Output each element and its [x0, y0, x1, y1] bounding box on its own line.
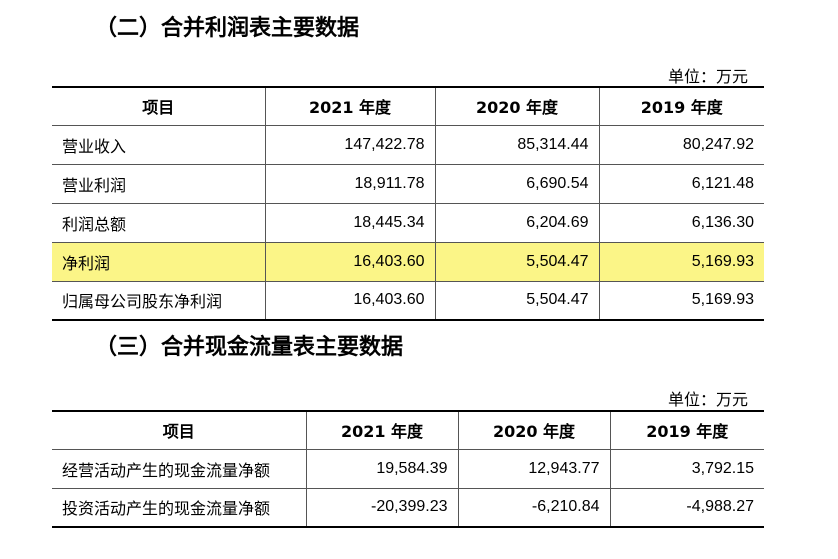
- cell-2019: 3,792.15: [609, 449, 764, 489]
- table-row: 经营活动产生的现金流量净额 19,584.39 12,943.77 3,792.…: [52, 449, 764, 489]
- table-row: 营业收入 147,422.78 85,314.44 80,247.92: [52, 125, 764, 165]
- column-header-2020: 2020 年度: [434, 86, 599, 126]
- row-label: 营业利润: [52, 164, 265, 204]
- cell-2019: 80,247.92: [598, 125, 764, 165]
- cell-2020: -6,210.84: [457, 488, 610, 528]
- cell-2019: 5,169.93: [598, 281, 764, 321]
- cell-2021: 18,911.78: [264, 164, 435, 204]
- row-label: 净利润: [52, 242, 265, 282]
- cashflow-statement-table: 项目 2021 年度 2020 年度 2019 年度 经营活动产生的现金流量净额…: [52, 410, 764, 528]
- income-statement-heading: （二）合并利润表主要数据: [95, 16, 360, 41]
- cell-2021: 16,403.60: [264, 242, 435, 282]
- table-header-row: 项目 2021 年度 2020 年度 2019 年度: [52, 86, 764, 126]
- cell-2021: 19,584.39: [305, 449, 458, 489]
- row-label: 投资活动产生的现金流量净额: [52, 488, 306, 528]
- column-header-2021: 2021 年度: [264, 86, 435, 126]
- row-label: 利润总额: [52, 203, 265, 243]
- cell-2020: 85,314.44: [434, 125, 599, 165]
- column-header-2019: 2019 年度: [598, 86, 764, 126]
- table-row: 利润总额 18,445.34 6,204.69 6,136.30: [52, 203, 764, 243]
- income-unit-label: 单位：万元: [668, 67, 749, 86]
- cell-2021: -20,399.23: [305, 488, 458, 528]
- cell-2019: 6,121.48: [598, 164, 764, 204]
- cell-2021: 16,403.60: [264, 281, 435, 321]
- cell-2019: 6,136.30: [598, 203, 764, 243]
- cashflow-statement-heading: （三）合并现金流量表主要数据: [95, 335, 404, 360]
- cell-2019: -4,988.27: [609, 488, 764, 528]
- column-header-item: 项目: [52, 410, 306, 450]
- table-row: 投资活动产生的现金流量净额 -20,399.23 -6,210.84 -4,98…: [52, 488, 764, 528]
- cell-2020: 12,943.77: [457, 449, 610, 489]
- cell-2020: 6,204.69: [434, 203, 599, 243]
- cell-2020: 5,504.47: [434, 242, 599, 282]
- table-row: 归属母公司股东净利润 16,403.60 5,504.47 5,169.93: [52, 281, 764, 321]
- cell-2020: 5,504.47: [434, 281, 599, 321]
- cell-2021: 147,422.78: [264, 125, 435, 165]
- cell-2021: 18,445.34: [264, 203, 435, 243]
- column-header-2020: 2020 年度: [457, 410, 610, 450]
- table-row-highlighted: 净利润 16,403.60 5,504.47 5,169.93: [52, 242, 764, 282]
- cell-2019: 5,169.93: [598, 242, 764, 282]
- cell-2020: 6,690.54: [434, 164, 599, 204]
- cashflow-unit-label: 单位：万元: [668, 390, 749, 409]
- column-header-item: 项目: [52, 86, 265, 126]
- row-label: 经营活动产生的现金流量净额: [52, 449, 306, 489]
- table-header-row: 项目 2021 年度 2020 年度 2019 年度: [52, 410, 764, 450]
- column-header-2019: 2019 年度: [609, 410, 764, 450]
- row-label: 归属母公司股东净利润: [52, 281, 265, 321]
- income-statement-table: 项目 2021 年度 2020 年度 2019 年度 营业收入 147,422.…: [52, 86, 764, 321]
- row-label: 营业收入: [52, 125, 265, 165]
- table-row: 营业利润 18,911.78 6,690.54 6,121.48: [52, 164, 764, 204]
- column-header-2021: 2021 年度: [305, 410, 458, 450]
